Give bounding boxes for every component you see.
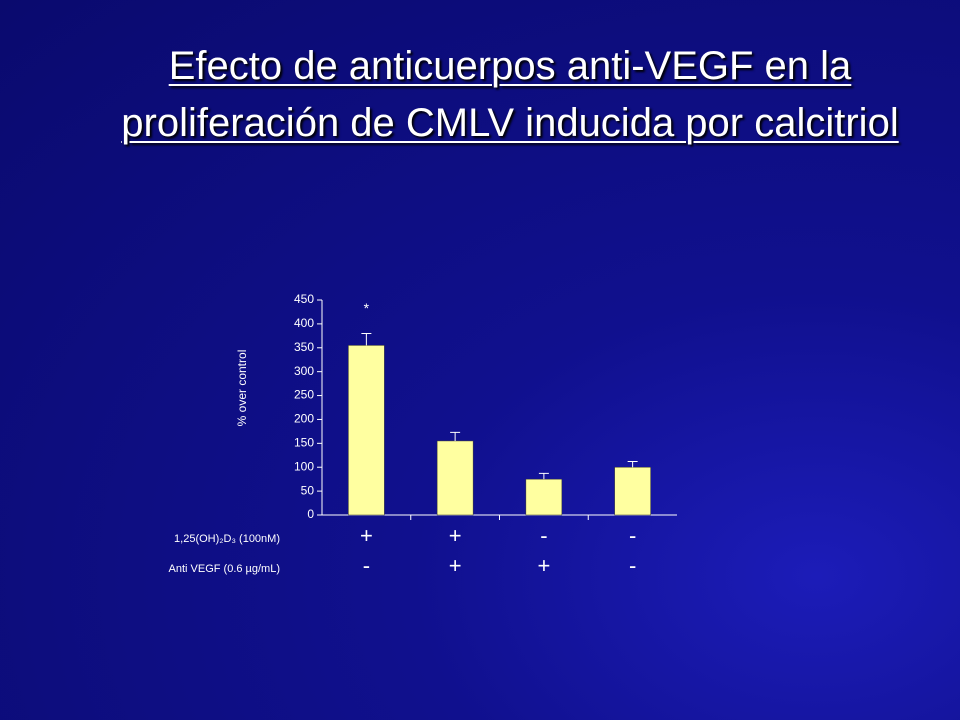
error-bar (538, 472, 549, 480)
treatment-label: Anti VEGF (0.6 µg/mL) (169, 563, 280, 575)
y-tick-label: 150 (294, 436, 314, 450)
y-tick-label: 350 (294, 340, 314, 354)
y-tick-label: 100 (294, 459, 314, 473)
treatment-sign: - (629, 523, 636, 548)
treatment-sign: - (629, 553, 636, 578)
y-tick-label: 250 (294, 388, 314, 402)
treatment-sign: - (363, 553, 370, 578)
bar (614, 466, 651, 516)
y-tick-label: 50 (301, 483, 315, 497)
slide-title: Efecto de anticuerpos anti-VEGF en la pr… (121, 44, 899, 145)
y-axis-label: % over control (235, 350, 249, 427)
treatment-label: 1,25(OH)₂D₃ (100nM) (174, 533, 280, 545)
annotation: * (364, 300, 370, 316)
bar (525, 478, 563, 516)
error-bar (450, 431, 461, 441)
treatment-sign: + (449, 523, 462, 548)
y-tick-label: 400 (294, 316, 314, 330)
treatment-sign: + (537, 553, 550, 578)
bar (436, 440, 474, 516)
bar (348, 345, 385, 516)
treatment-sign: + (449, 553, 462, 578)
treatment-sign: + (360, 523, 373, 548)
y-tick-label: 450 (294, 292, 314, 306)
y-tick-label: 200 (294, 412, 314, 426)
treatment-sign: - (540, 523, 547, 548)
error-bar (361, 332, 372, 346)
y-tick-label: 0 (307, 507, 314, 521)
error-bar (627, 460, 638, 468)
y-tick-label: 300 (294, 364, 314, 378)
